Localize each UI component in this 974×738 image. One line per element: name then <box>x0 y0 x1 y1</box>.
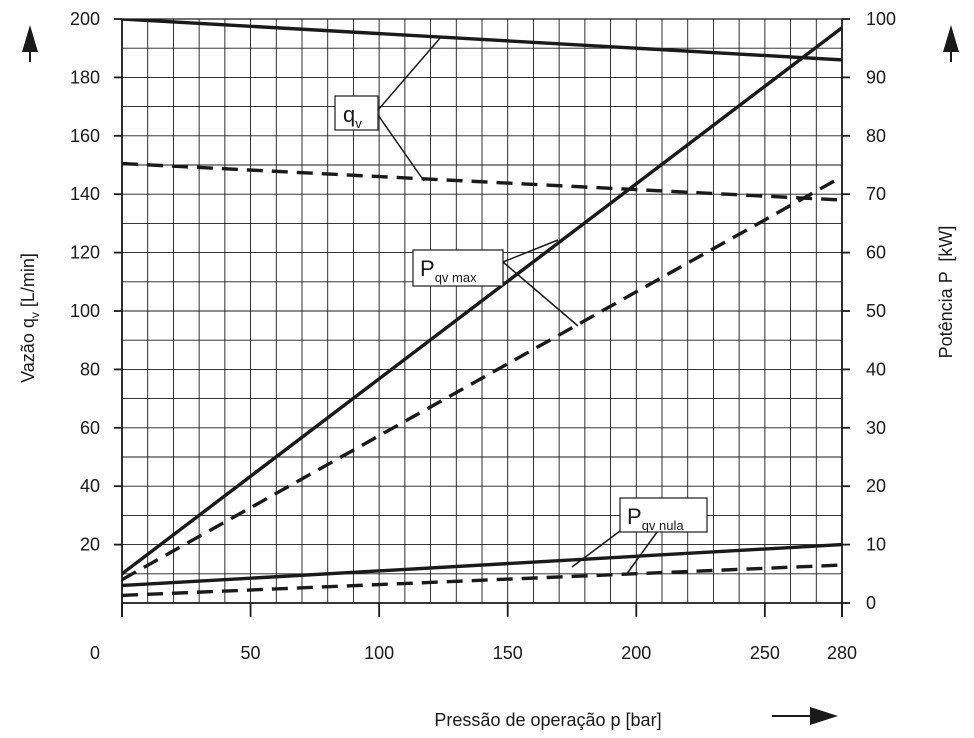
x-tick-labels: 0 50 100 150 200 250 280 <box>90 643 857 663</box>
annotation-pqv-max: Pqv max <box>412 239 579 327</box>
x-tick-label: 250 <box>750 643 780 663</box>
x-axis-arrow-icon <box>772 707 838 725</box>
x-tick-label: 200 <box>621 643 651 663</box>
left-axis-title-prefix: Vazão q <box>18 318 38 383</box>
right-y-tick-label: 30 <box>866 418 886 438</box>
annotation-qv-main: q <box>343 102 355 127</box>
series-line-1-solid <box>122 19 842 62</box>
right-axis-title: Potência P [kW] <box>936 226 956 359</box>
left-y-tick-label: 60 <box>80 418 100 438</box>
left-y-tick-label: 160 <box>70 126 100 146</box>
right-y-tick-label: 50 <box>866 301 886 321</box>
left-y-tick-labels: 20 40 60 80 100 120 140 160 180 200 <box>70 9 100 555</box>
x-tick-label: 100 <box>364 643 394 663</box>
series-layer <box>122 19 842 598</box>
left-y-tick-label: 20 <box>80 535 100 555</box>
right-y-tick-label: 60 <box>866 243 886 263</box>
left-y-tick-label: 180 <box>70 67 100 87</box>
right-y-tick-label: 20 <box>866 476 886 496</box>
right-y-tick-label: 0 <box>866 593 876 613</box>
right-y-tick-label: 40 <box>866 359 886 379</box>
annotation-qv-sub: v <box>355 116 362 131</box>
left-axis-title: Vazão qv [L/min] <box>18 253 42 383</box>
right-y-tick-label: 100 <box>866 9 896 29</box>
left-y-tick-label: 200 <box>70 9 100 29</box>
series-line-5-solid <box>122 542 842 588</box>
right-y-tick-labels: 0 10 20 30 40 50 60 70 80 90 100 <box>866 9 896 613</box>
svg-text:Pqv nula: Pqv nula <box>627 504 684 533</box>
series-line-6-dashed <box>122 563 842 598</box>
axes <box>114 18 850 617</box>
series-line-4-dashed <box>122 175 842 582</box>
left-axis-arrow-icon <box>22 25 38 62</box>
svg-text:Pqv max: Pqv max <box>420 256 477 285</box>
right-y-tick-label: 70 <box>866 184 886 204</box>
left-y-tick-label: 100 <box>70 301 100 321</box>
left-y-tick-label: 120 <box>70 243 100 263</box>
left-axis-title-sub: v <box>28 312 42 318</box>
grid <box>122 19 842 603</box>
annotation-pqv-nula-sub: qv nula <box>642 518 685 533</box>
annotation-pqv-max-main: P <box>420 256 435 281</box>
series-line-3-solid <box>122 26 842 576</box>
series-line-2-dashed <box>122 161 842 202</box>
x-tick-label: 0 <box>90 643 100 663</box>
x-axis-title: Pressão de operação p [bar] <box>434 710 661 730</box>
right-y-tick-label: 10 <box>866 535 886 555</box>
annotation-pqv-max-sub: qv max <box>435 270 477 285</box>
left-y-tick-label: 80 <box>80 359 100 379</box>
left-y-tick-label: 40 <box>80 476 100 496</box>
annotation-qv: qv <box>334 36 442 182</box>
x-tick-label: 280 <box>827 643 857 663</box>
left-axis-title-suffix: [L/min] <box>18 253 38 312</box>
right-axis-arrow-icon <box>943 25 959 62</box>
svg-text:qv: qv <box>343 102 362 131</box>
annotation-pqv-nula-main: P <box>627 504 642 529</box>
left-y-tick-label: 140 <box>70 184 100 204</box>
right-y-tick-label: 80 <box>866 126 886 146</box>
right-y-tick-label: 90 <box>866 67 886 87</box>
x-tick-label: 150 <box>493 643 523 663</box>
x-tick-label: 50 <box>241 643 261 663</box>
annotation-pqv-nula: Pqv nula <box>571 497 708 576</box>
